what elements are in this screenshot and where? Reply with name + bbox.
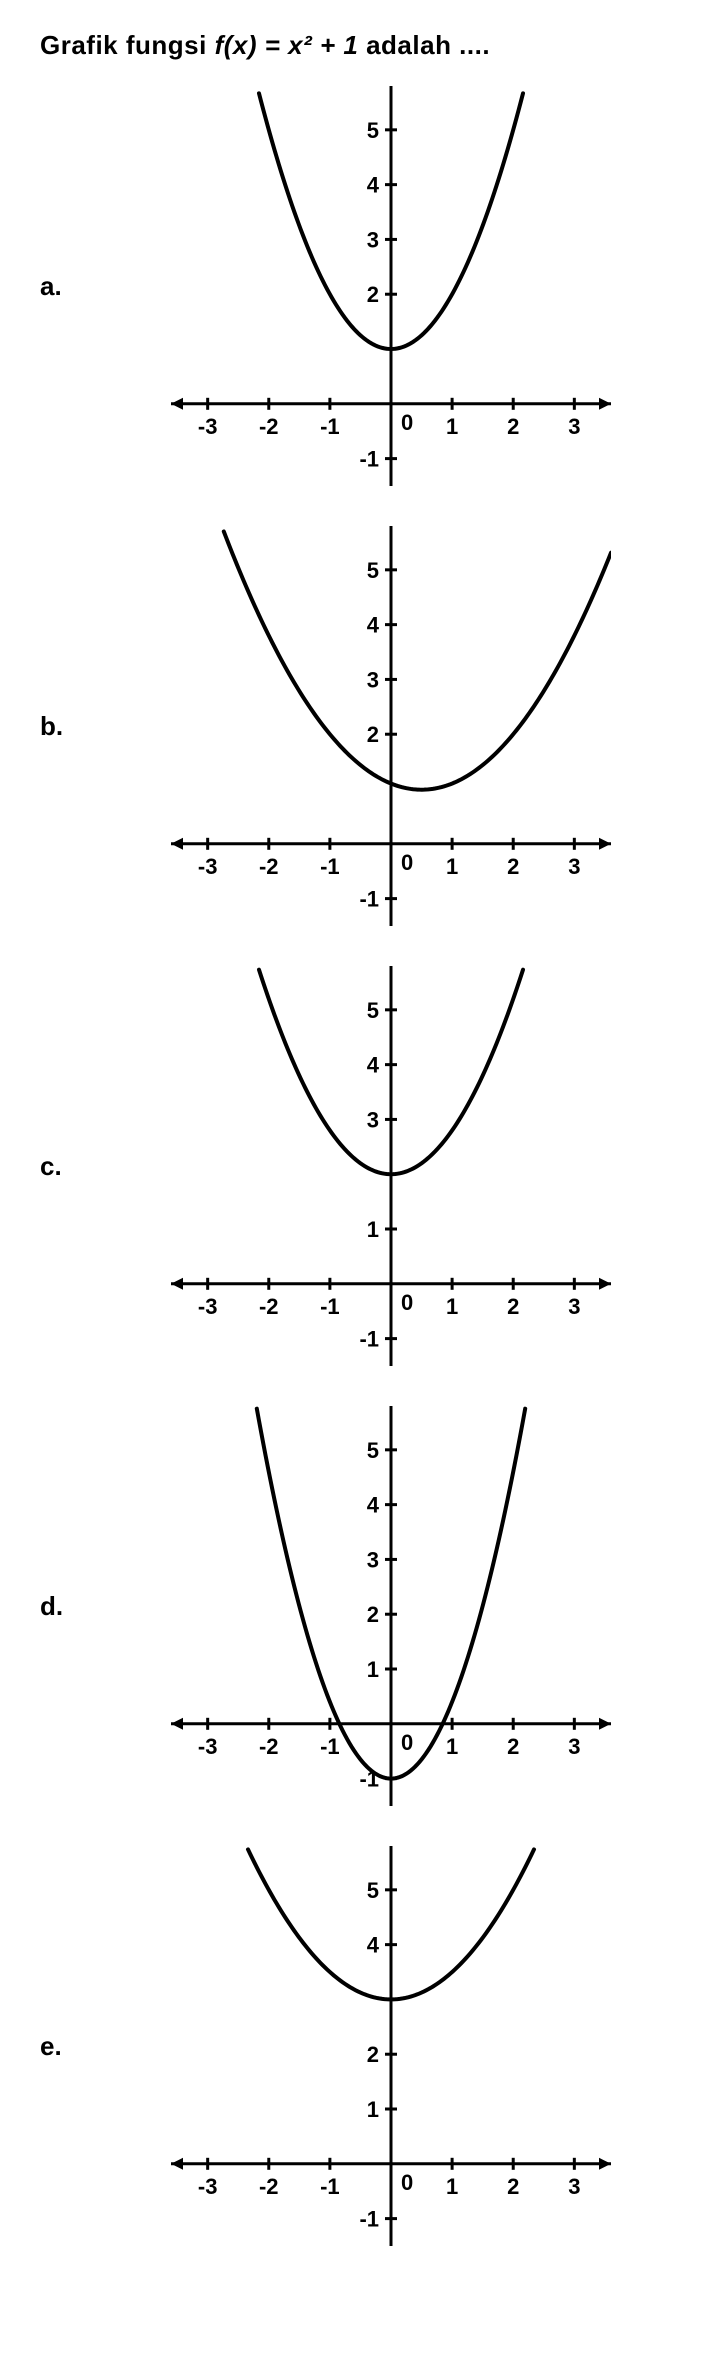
x-tick-label: 0 [401,850,413,875]
x-tick-label: 1 [446,1294,458,1319]
x-tick-label: -1 [320,2174,340,2199]
y-tick-label: 3 [367,1107,379,1132]
x-tick-label: 0 [401,2170,413,2195]
option-chart: -3 -2 -1 0 1 2 3 1 3 4 5 -1 [171,966,611,1366]
option-row: e. -3 -2 -1 0 1 2 3 1 2 4 5 -1 [40,1846,682,2246]
x-tick-label: 2 [507,1734,519,1759]
y-tick-label: 2 [367,1602,379,1627]
x-tick-label: 3 [568,1734,580,1759]
x-tick-label: -2 [259,414,279,439]
y-tick-label: 1 [367,1217,379,1242]
y-tick-label: 5 [367,998,379,1023]
option-label: a. [40,271,100,302]
question-fn: f(x) = x² + 1 [215,30,359,60]
y-tick-label: 4 [367,173,380,198]
y-tick-label: 4 [367,1493,380,1518]
y-tick-label: 5 [367,118,379,143]
x-tick-label: -3 [198,414,218,439]
option-row: b. -3 -2 -1 0 1 2 3 2 3 4 5 -1 [40,526,682,926]
options-container: a. -3 -2 -1 0 1 2 3 2 3 4 5 -1 b. -3 -2 -1 0 1 2 3 2 3 4 5 -1 c. -3… [40,86,682,2246]
x-tick-label: -1 [320,1294,340,1319]
x-tick-label: -3 [198,2174,218,2199]
y-tick-label: 3 [367,667,379,692]
y-tick-label: 4 [367,1933,380,1958]
option-chart: -3 -2 -1 0 1 2 3 2 3 4 5 -1 [171,526,611,926]
question-suffix: adalah .... [358,30,490,60]
option-chart: -3-2-1012312345-1 [171,1406,611,1806]
question-prefix: Grafik fungsi [40,30,215,60]
x-tick-label: 3 [568,854,580,879]
x-tick-label: 1 [446,1734,458,1759]
option-chart: -3 -2 -1 0 1 2 3 1 2 4 5 -1 [171,1846,611,2246]
y-tick-label: -1 [359,887,379,912]
option-row: d.-3-2-1012312345-1 [40,1406,682,1806]
option-label: e. [40,2031,100,2062]
x-tick-label: -3 [198,854,218,879]
arrowhead-icon [171,1718,183,1730]
arrowhead-icon [599,1278,611,1290]
x-tick-label: 2 [507,1294,519,1319]
x-tick-label: -2 [259,854,279,879]
x-tick-label: 1 [446,854,458,879]
x-tick-label: 3 [568,414,580,439]
arrowhead-icon [171,838,183,850]
y-tick-label: 2 [367,282,379,307]
arrowhead-icon [599,398,611,410]
y-tick-label: 3 [367,1547,379,1572]
x-tick-label: -1 [320,1734,340,1759]
option-chart: -3 -2 -1 0 1 2 3 2 3 4 5 -1 [171,86,611,486]
y-tick-label: 5 [367,1878,379,1903]
y-tick-label: -1 [359,2207,379,2232]
option-label: c. [40,1151,100,1182]
x-tick-label: 2 [507,2174,519,2199]
y-tick-label: 2 [367,722,379,747]
option-label: d. [40,1591,100,1622]
arrowhead-icon [171,2158,183,2170]
x-tick-label: 1 [446,2174,458,2199]
arrowhead-icon [171,398,183,410]
x-tick-label: -2 [259,2174,279,2199]
y-tick-label: 1 [367,2097,379,2122]
chart-wrap: -3-2-1012312345-1 [100,1406,682,1806]
y-tick-label: 4 [367,613,380,638]
x-tick-label: 2 [507,854,519,879]
option-row: a. -3 -2 -1 0 1 2 3 2 3 4 5 -1 [40,86,682,486]
parabola-curve [224,531,611,789]
option-row: c. -3 -2 -1 0 1 2 3 1 3 4 5 -1 [40,966,682,1366]
y-tick-label: 4 [367,1053,380,1078]
chart-wrap: -3 -2 -1 0 1 2 3 1 3 4 5 -1 [100,966,682,1366]
y-tick-label: 2 [367,2042,379,2067]
chart-wrap: -3 -2 -1 0 1 2 3 2 3 4 5 -1 [100,86,682,486]
arrowhead-icon [599,838,611,850]
x-tick-label: 3 [568,1294,580,1319]
x-tick-label: -1 [320,414,340,439]
y-tick-label: -1 [359,447,379,472]
y-tick-label: 5 [367,1438,379,1463]
arrowhead-icon [599,2158,611,2170]
arrowhead-icon [171,1278,183,1290]
arrowhead-icon [599,1718,611,1730]
chart-wrap: -3 -2 -1 0 1 2 3 1 2 4 5 -1 [100,1846,682,2246]
x-tick-label: -1 [320,854,340,879]
x-tick-label: 0 [401,1730,413,1755]
y-tick-label: 3 [367,227,379,252]
x-tick-label: -3 [198,1294,218,1319]
x-tick-label: -3 [198,1734,218,1759]
y-tick-label: -1 [359,1327,379,1352]
x-tick-label: -2 [259,1294,279,1319]
x-tick-label: -2 [259,1734,279,1759]
x-tick-label: 0 [401,1290,413,1315]
question-text: Grafik fungsi f(x) = x² + 1 adalah .... [40,30,682,61]
y-tick-label: 1 [367,1657,379,1682]
x-tick-label: 3 [568,2174,580,2199]
chart-wrap: -3 -2 -1 0 1 2 3 2 3 4 5 -1 [100,526,682,926]
y-tick-label: 5 [367,558,379,583]
option-label: b. [40,711,100,742]
x-tick-label: 2 [507,414,519,439]
x-tick-label: 0 [401,410,413,435]
x-tick-label: 1 [446,414,458,439]
